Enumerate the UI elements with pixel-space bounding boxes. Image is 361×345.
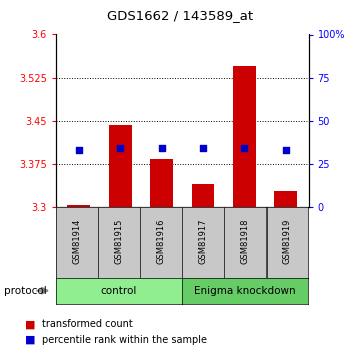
Point [242, 146, 247, 151]
Text: ■: ■ [25, 335, 36, 345]
Text: control: control [101, 286, 137, 296]
Text: GSM81916: GSM81916 [157, 218, 166, 264]
Text: protocol: protocol [4, 286, 46, 296]
Point [117, 146, 123, 151]
Point [200, 146, 206, 151]
Point [283, 147, 289, 153]
Text: GSM81919: GSM81919 [283, 218, 292, 264]
Text: GSM81917: GSM81917 [199, 218, 208, 264]
Text: GSM81915: GSM81915 [114, 218, 123, 264]
Text: percentile rank within the sample: percentile rank within the sample [42, 335, 206, 345]
Text: ■: ■ [25, 319, 36, 329]
Text: GSM81918: GSM81918 [241, 218, 250, 264]
Bar [274, 191, 297, 207]
Point [76, 147, 82, 153]
Text: transformed count: transformed count [42, 319, 132, 329]
Point [159, 146, 165, 151]
Bar [150, 159, 173, 207]
Bar [192, 184, 214, 207]
Bar [109, 125, 131, 207]
Text: GSM81914: GSM81914 [72, 218, 81, 264]
Bar [233, 66, 256, 207]
Text: Enigma knockdown: Enigma knockdown [195, 286, 296, 296]
Bar [68, 205, 90, 207]
Text: GDS1662 / 143589_at: GDS1662 / 143589_at [108, 9, 253, 22]
